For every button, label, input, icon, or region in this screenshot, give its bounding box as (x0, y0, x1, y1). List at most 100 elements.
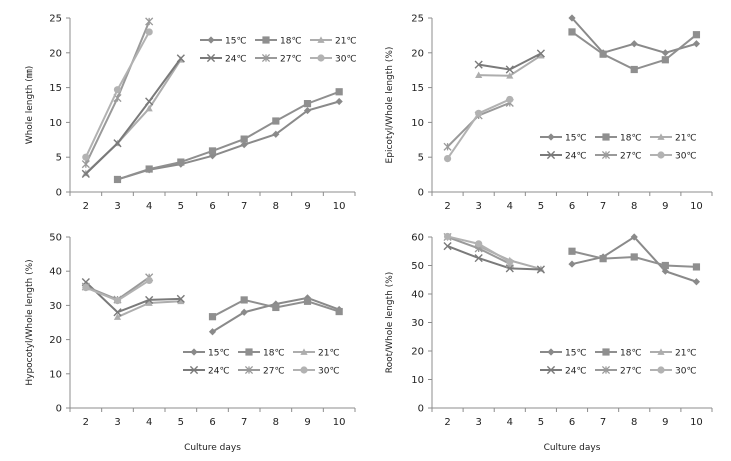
series-line (447, 245, 541, 271)
y-tick-label: 15 (49, 83, 62, 94)
data-point (208, 328, 217, 336)
x-tick-label: 5 (538, 417, 544, 428)
data-point (208, 147, 217, 155)
data-point (692, 278, 701, 286)
legend-label: 21℃ (335, 37, 357, 47)
y-axis-title: Whole length (㎜) (25, 66, 35, 145)
data-point (176, 54, 185, 63)
series-15C (208, 294, 343, 336)
series-line (446, 101, 511, 148)
x-tick-label: 8 (273, 417, 279, 428)
data-point (240, 308, 248, 316)
series-30C (443, 95, 514, 163)
data-point (536, 265, 545, 274)
x-tick-label: 4 (146, 201, 152, 212)
series-30C (82, 276, 153, 305)
legend-label: 21℃ (675, 134, 697, 144)
legend-label: 15℃ (208, 349, 230, 359)
series-24C (81, 54, 185, 178)
y-tick-label: 60 (411, 233, 424, 244)
x-tick-label: 5 (178, 417, 184, 428)
data-point (443, 242, 452, 251)
y-tick-label: 50 (49, 233, 62, 244)
data-point (113, 308, 122, 317)
x-tick-label: 4 (146, 417, 152, 428)
legend-marker (657, 133, 665, 140)
data-point (661, 49, 669, 57)
x-tick-label: 8 (631, 201, 637, 212)
data-point (177, 158, 185, 166)
x-tick-label: 6 (569, 417, 575, 428)
legend-label: 18℃ (620, 349, 642, 359)
data-point (145, 104, 153, 112)
data-point (113, 297, 122, 305)
legend-marker (206, 53, 216, 63)
series-18C (568, 247, 701, 271)
legend: 15℃ 18℃ 21℃ 24℃ 27℃ 30℃ (540, 133, 697, 162)
data-point (692, 31, 701, 39)
data-point (443, 142, 452, 151)
chart-epicotyl-ratio: 0 5 10 15 20 25 2 3 4 5 6 7 8 9 10 Epicotyl/Whole lengt… (385, 14, 713, 212)
y-tick-label: 25 (49, 14, 62, 25)
data-point (208, 313, 217, 321)
legend-marker (300, 348, 308, 355)
data-point (335, 88, 343, 96)
series-line (446, 98, 511, 160)
data-point (145, 17, 154, 26)
y-tick-label: 10 (411, 118, 424, 129)
data-point (475, 71, 483, 78)
x-tick-label: 3 (114, 201, 120, 212)
legend-label: 27℃ (280, 55, 302, 65)
data-point (443, 154, 452, 163)
legend: 15℃ 18℃ 21℃ 24℃ 27℃ 30℃ (540, 348, 697, 377)
legend-label: 18℃ (280, 37, 302, 47)
series-24C (474, 49, 545, 74)
y-tick-label: 20 (49, 48, 62, 59)
data-point (303, 100, 312, 108)
y-tick-label: 10 (411, 375, 424, 386)
data-point (176, 294, 185, 303)
y-tick-label: 30 (411, 318, 424, 329)
data-point (145, 276, 153, 285)
data-point (145, 295, 154, 305)
legend-marker (602, 348, 610, 356)
data-point (536, 49, 545, 58)
x-tick-label: 7 (241, 201, 247, 212)
data-point (145, 28, 153, 36)
legend: 15℃ 18℃ 21℃ 24℃ 27℃ 30℃ (183, 348, 340, 377)
y-tick-label: 20 (49, 335, 62, 346)
x-tick-label: 10 (690, 201, 703, 212)
data-point (145, 165, 153, 173)
data-point (630, 233, 638, 241)
series-18C (208, 296, 343, 321)
data-point (661, 56, 669, 64)
y-tick-label: 40 (49, 267, 62, 278)
legend-label: 21℃ (675, 349, 697, 359)
x-tick-label: 9 (662, 201, 668, 212)
series-27C (443, 98, 514, 151)
legend-marker (601, 365, 611, 375)
data-point (81, 160, 90, 169)
y-axis-title: Root/Whole length (%) (385, 272, 395, 374)
x-axis-title: Culture days (184, 443, 241, 453)
data-point (506, 95, 514, 104)
x-tick-label: 7 (600, 201, 606, 212)
series-line (571, 17, 697, 54)
legend-label: 18℃ (263, 349, 285, 359)
y-tick-label: 30 (49, 301, 62, 312)
y-tick-label: 0 (418, 188, 424, 199)
series-24C (443, 242, 545, 274)
legend-marker (244, 365, 254, 375)
data-point (474, 60, 483, 69)
y-axis-title: Epicotyl/Whole length (%) (385, 47, 395, 164)
x-tick-label: 9 (662, 417, 668, 428)
data-point (599, 50, 607, 58)
data-point (599, 255, 607, 263)
data-point (272, 117, 280, 125)
legend-marker (245, 348, 253, 356)
legend-marker (657, 348, 665, 355)
data-point (568, 247, 576, 255)
legend-marker (601, 150, 611, 160)
y-tick-label: 5 (56, 153, 62, 164)
